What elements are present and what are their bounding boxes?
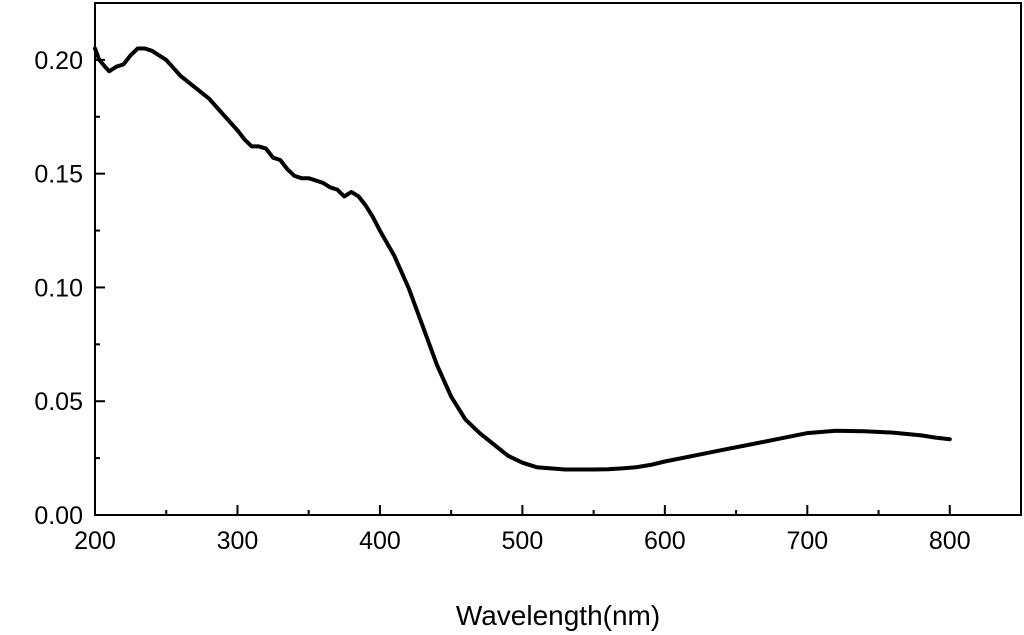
x-tick-label: 500 [502,527,544,555]
series-line [93,46,952,472]
y-tick-label: 0.20 [34,47,83,75]
x-axis: 200 300 400 500 600 700 800 [74,505,971,555]
x-tick-label: 300 [217,527,259,555]
y-axis: 0.00 0.05 0.10 0.15 0.20 [34,47,105,530]
x-tick-label: 800 [929,527,971,555]
x-tick-label: 600 [644,527,686,555]
x-tick-label: 200 [74,527,116,555]
y-tick-label: 0.00 [34,502,83,530]
x-tick-label: 400 [359,527,401,555]
x-axis-title: Wavelength(nm) [456,600,660,631]
x-tick-label: 700 [786,527,828,555]
plot-frame [94,2,1022,516]
y-tick-label: 0.10 [34,274,83,302]
y-tick-label: 0.15 [34,161,83,189]
y-tick-label: 0.05 [34,388,83,416]
